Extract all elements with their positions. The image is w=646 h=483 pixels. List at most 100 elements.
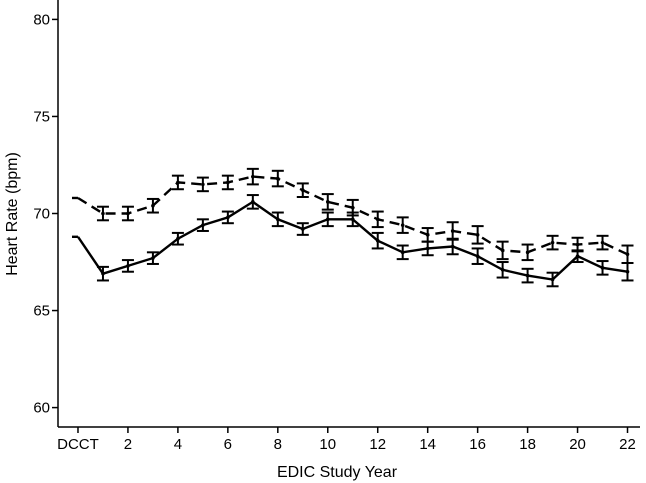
data-point [251, 174, 255, 179]
data-point [251, 200, 255, 204]
error-bar [171, 231, 184, 246]
error-bar [396, 244, 409, 261]
error-bar [246, 167, 259, 186]
data-point [400, 223, 405, 227]
x-tick-label: 18 [519, 436, 536, 453]
error-bar [471, 225, 484, 245]
x-tick-label: DCCT [57, 436, 99, 453]
data-point [500, 248, 505, 253]
error-bar [246, 194, 259, 210]
data-point [625, 252, 630, 257]
error-bar [496, 261, 509, 279]
y-tick-label: 80 [33, 11, 50, 28]
data-point [151, 256, 155, 260]
error-bar [321, 211, 334, 228]
error-bar [496, 240, 509, 261]
error-bar [296, 182, 309, 199]
data-point [300, 188, 305, 193]
axes: 60 65 70 75 80 DCCT 2 4 6 8 10 12 14 16 18 20 22 [33, 0, 640, 453]
error-bar [521, 267, 534, 284]
x-tick-label: 12 [369, 436, 386, 453]
error-bar [121, 259, 134, 273]
data-point [575, 254, 580, 258]
error-bar [546, 271, 559, 288]
error-bar [421, 240, 434, 257]
error-bar [371, 210, 384, 229]
error-bar [621, 261, 634, 282]
x-tick-label: 20 [569, 436, 586, 453]
data-point [600, 266, 605, 270]
error-bar [271, 169, 284, 188]
data-point [176, 180, 180, 185]
data-point [550, 240, 555, 245]
error-bar [196, 176, 209, 193]
data-point [575, 242, 580, 247]
error-bar [446, 237, 459, 256]
x-tick-label: 10 [319, 436, 336, 453]
error-bar [396, 216, 409, 234]
data-point [350, 205, 355, 210]
data-point [450, 244, 455, 249]
data-point [126, 211, 130, 216]
data-point [101, 271, 105, 276]
error-bar [146, 251, 159, 265]
x-tick-label: 8 [274, 436, 282, 453]
data-point [425, 233, 430, 237]
error-bar [321, 193, 334, 211]
error-bar [571, 249, 584, 264]
x-tick-label: 2 [124, 436, 132, 453]
data-point [375, 238, 380, 243]
data-point [126, 264, 130, 268]
data-point [300, 227, 305, 231]
data-point [400, 250, 405, 255]
error-bar [171, 174, 184, 191]
x-axis-title: EDIC Study Year [277, 464, 398, 481]
data-point [525, 273, 530, 278]
error-bar [121, 205, 134, 222]
y-tick-label: 75 [33, 108, 50, 125]
data-point [350, 217, 355, 222]
series-group [71, 167, 634, 288]
data-point [226, 180, 230, 185]
data-point [201, 223, 205, 227]
data-point [325, 200, 330, 204]
error-bar [221, 174, 234, 191]
data-point [600, 240, 605, 245]
error-bar [96, 205, 109, 222]
y-tick-label: 60 [33, 400, 50, 417]
data-point [500, 267, 505, 272]
y-tick-label: 70 [33, 206, 50, 223]
data-point [151, 203, 155, 208]
data-point [625, 269, 630, 274]
error-bar [146, 197, 159, 214]
data-point [176, 236, 180, 241]
x-tick-label: 6 [224, 436, 232, 453]
error-bar [521, 243, 534, 262]
x-tick-label: 22 [619, 436, 636, 453]
error-bar [596, 260, 609, 276]
data-point [475, 254, 480, 258]
data-point [425, 246, 430, 251]
error-bar [196, 218, 209, 232]
error-bar [371, 231, 384, 250]
error-bar [271, 211, 284, 228]
data-point [450, 229, 455, 233]
x-tick-label: 4 [174, 436, 182, 453]
data-point [475, 233, 480, 237]
error-bar [596, 234, 609, 251]
error-bar [296, 222, 309, 236]
data-point [525, 250, 530, 255]
x-tick-label: 16 [469, 436, 486, 453]
data-point [550, 277, 555, 282]
x-tick-label: 14 [419, 436, 436, 453]
data-point [101, 211, 105, 216]
error-bar [421, 227, 434, 243]
error-bar [621, 244, 634, 264]
data-point [201, 182, 205, 187]
data-point [325, 217, 330, 222]
error-bar [471, 247, 484, 265]
error-bar [346, 211, 359, 228]
data-point [375, 217, 380, 222]
data-point [276, 217, 280, 222]
